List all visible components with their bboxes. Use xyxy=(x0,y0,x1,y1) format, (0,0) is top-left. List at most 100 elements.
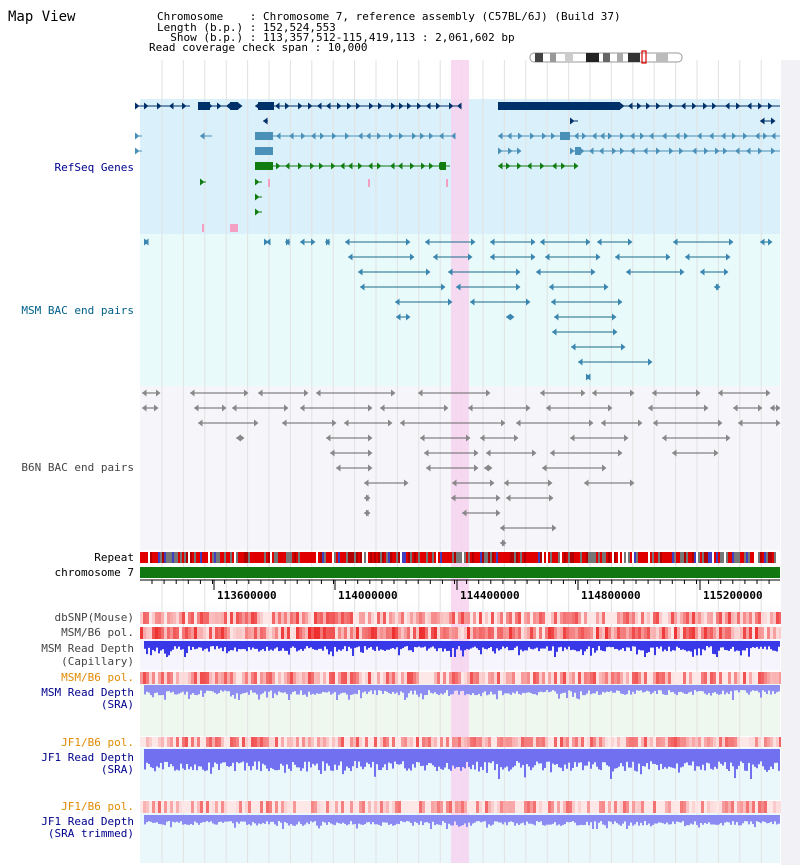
depth-bar xyxy=(486,749,488,773)
depth-bar xyxy=(336,641,338,652)
depth-bar xyxy=(636,749,638,772)
depth-bar xyxy=(708,749,710,764)
track-label-msm-bac-end-pairs[interactable]: MSM BAC end pairs xyxy=(21,304,134,317)
heat-cell xyxy=(758,612,761,624)
depth-bar xyxy=(472,749,474,765)
depth-bar xyxy=(224,815,226,822)
track-label-dbsnp[interactable]: dbSNP(Mouse) xyxy=(54,611,134,624)
arrow-glyph xyxy=(366,509,371,517)
track-label-jf1-b6-pol-2[interactable]: JF1/B6 pol. xyxy=(61,800,134,813)
depth-bar xyxy=(444,685,446,693)
depth-bar xyxy=(664,815,666,825)
heat-cell xyxy=(689,801,692,813)
repeat-segment xyxy=(770,552,772,563)
depth-bar xyxy=(360,685,362,699)
arrow-glyph xyxy=(696,389,701,397)
heat-cell xyxy=(476,612,479,624)
track-label-jf1-read-depth-trimmed[interactable]: JF1 Read Depth xyxy=(41,815,134,828)
heat-cell xyxy=(608,801,611,813)
heat-cell xyxy=(713,801,716,813)
chromosome-bar xyxy=(140,567,780,578)
depth-bar xyxy=(312,815,314,823)
depth-bar xyxy=(644,815,646,822)
heat-cell xyxy=(452,737,455,747)
gene-exon xyxy=(560,102,620,110)
heat-cell xyxy=(638,801,641,813)
track-label-refseq-genes[interactable]: RefSeq Genes xyxy=(54,161,134,174)
heat-cell xyxy=(443,612,446,624)
heat-cell xyxy=(734,627,737,639)
heat-cell xyxy=(359,672,362,684)
heat-cell xyxy=(668,737,671,747)
heat-cell xyxy=(287,737,290,747)
repeat-segment xyxy=(470,552,472,563)
heat-cell xyxy=(296,612,299,624)
repeat-segment xyxy=(502,552,504,563)
arrow-glyph xyxy=(348,162,353,170)
heat-cell xyxy=(383,627,386,639)
heat-cell xyxy=(245,627,248,639)
repeat-segment xyxy=(280,552,282,563)
heat-cell xyxy=(734,672,737,684)
heat-cell xyxy=(239,612,242,624)
heat-cell xyxy=(689,612,692,624)
depth-bar xyxy=(730,641,732,649)
depth-bar xyxy=(678,749,680,773)
depth-bar xyxy=(360,749,362,767)
depth-bar xyxy=(502,815,504,825)
depth-bar xyxy=(714,641,716,655)
depth-bar xyxy=(744,641,746,651)
depth-bar xyxy=(192,749,194,771)
axis-tick-label: 113600000 xyxy=(217,589,277,602)
repeat-segment xyxy=(760,552,762,563)
track-label-jf1-read-depth-sra[interactable]: JF1 Read Depth xyxy=(41,751,134,764)
repeat-segment xyxy=(406,552,408,563)
depth-bar xyxy=(180,641,182,650)
depth-bar xyxy=(406,815,408,822)
heat-cell xyxy=(557,627,560,639)
track-label-repeat[interactable]: Repeat xyxy=(94,551,134,564)
heat-cell xyxy=(362,737,365,747)
depth-bar xyxy=(766,815,768,824)
heat-cell xyxy=(308,672,311,684)
track-label-msm-b6-pol-1[interactable]: MSM/B6 pol. xyxy=(61,626,134,639)
track-label-msm-read-depth-sra[interactable]: MSM Read Depth xyxy=(41,686,134,699)
heat-cell xyxy=(437,801,440,813)
heat-cell xyxy=(620,627,623,639)
arrow-glyph xyxy=(391,389,396,397)
heat-cell xyxy=(764,612,767,624)
repeat-segment xyxy=(576,552,578,563)
repeat-segment xyxy=(464,552,466,563)
heat-cell xyxy=(536,801,539,813)
arrow-glyph xyxy=(630,147,635,155)
track-label-chromosome[interactable]: chromosome 7 xyxy=(54,566,134,579)
depth-bar xyxy=(300,749,302,771)
arrow-glyph xyxy=(747,102,752,110)
depth-bar xyxy=(734,749,736,779)
depth-bar xyxy=(544,641,546,649)
depth-bar xyxy=(280,815,282,823)
heat-cell xyxy=(779,612,782,624)
heat-cell xyxy=(236,737,239,747)
track-label-msm-b6-pol-2[interactable]: MSM/B6 pol. xyxy=(61,671,134,684)
depth-bar xyxy=(276,749,278,771)
heat-cell xyxy=(611,737,614,747)
heat-cell xyxy=(176,627,179,639)
repeat-segment xyxy=(286,552,288,563)
heat-cell xyxy=(272,801,275,813)
track-label-jf1-b6-pol-1[interactable]: JF1/B6 pol. xyxy=(61,736,134,749)
depth-bar xyxy=(332,749,334,771)
heat-cell xyxy=(146,627,149,639)
track-label-msm-read-depth-capillary[interactable]: MSM Read Depth xyxy=(41,642,134,655)
heat-cell xyxy=(380,737,383,747)
heat-cell xyxy=(230,801,233,813)
heat-cell xyxy=(599,672,602,684)
depth-bar xyxy=(496,749,498,765)
depth-bar xyxy=(482,641,484,648)
depth-bar xyxy=(240,749,242,763)
depth-bar xyxy=(612,641,614,648)
arrow-glyph xyxy=(436,102,441,110)
track-label-b6n-bac-end-pairs[interactable]: B6N BAC end pairs xyxy=(21,461,134,474)
repeat-segment xyxy=(336,552,338,563)
